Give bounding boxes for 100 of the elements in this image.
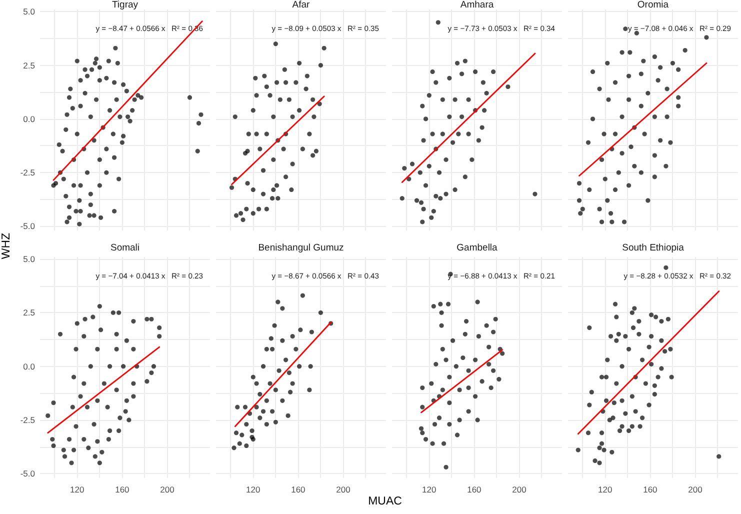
point bbox=[440, 388, 445, 392]
point bbox=[455, 432, 460, 438]
point bbox=[229, 185, 234, 190]
point bbox=[439, 310, 444, 315]
point bbox=[440, 346, 445, 352]
point bbox=[298, 328, 303, 332]
point bbox=[488, 385, 494, 390]
point bbox=[473, 394, 478, 399]
point bbox=[246, 132, 251, 136]
point bbox=[254, 404, 259, 410]
x-tick-label: 160 bbox=[115, 484, 130, 494]
point bbox=[232, 446, 236, 450]
point bbox=[254, 93, 259, 98]
point bbox=[464, 318, 469, 324]
point bbox=[297, 364, 302, 369]
point bbox=[288, 390, 293, 394]
point bbox=[274, 183, 280, 188]
point bbox=[447, 422, 452, 427]
point bbox=[447, 76, 452, 80]
point bbox=[462, 174, 468, 180]
point bbox=[430, 132, 435, 136]
point bbox=[414, 198, 420, 203]
point bbox=[258, 416, 262, 420]
point bbox=[421, 206, 426, 212]
point bbox=[480, 379, 484, 384]
point bbox=[439, 323, 444, 328]
point bbox=[444, 192, 448, 196]
point bbox=[506, 84, 510, 90]
point bbox=[423, 436, 428, 442]
chart-title: Tigray bbox=[112, 0, 138, 10]
point bbox=[286, 413, 290, 418]
point bbox=[281, 146, 286, 152]
point bbox=[290, 381, 295, 386]
point bbox=[312, 114, 316, 120]
point bbox=[264, 206, 269, 212]
point bbox=[420, 385, 425, 390]
chart-title: Gambella bbox=[456, 242, 498, 254]
point bbox=[268, 381, 272, 386]
point bbox=[297, 60, 302, 66]
point bbox=[300, 293, 305, 298]
point bbox=[480, 80, 486, 85]
point bbox=[466, 132, 471, 136]
point bbox=[475, 418, 480, 422]
point bbox=[466, 409, 471, 414]
point bbox=[454, 364, 458, 369]
point bbox=[282, 67, 287, 72]
point bbox=[436, 170, 442, 175]
point bbox=[455, 60, 460, 66]
point bbox=[473, 69, 478, 74]
point bbox=[309, 330, 314, 334]
point bbox=[466, 97, 471, 102]
point bbox=[434, 80, 438, 85]
point bbox=[314, 148, 318, 154]
point bbox=[486, 344, 492, 350]
point bbox=[418, 200, 424, 205]
point bbox=[260, 409, 266, 414]
point bbox=[420, 404, 425, 410]
point bbox=[436, 20, 440, 25]
x-tick-label: 160 bbox=[291, 484, 306, 494]
point bbox=[276, 196, 280, 201]
point bbox=[491, 69, 496, 74]
y-tick-label: -2.5 bbox=[20, 414, 36, 425]
point bbox=[270, 196, 275, 201]
point bbox=[452, 97, 458, 102]
point bbox=[430, 441, 435, 446]
point bbox=[290, 162, 295, 166]
y-tick-label: -5.0 bbox=[20, 221, 36, 232]
x-tick-label: 200 bbox=[688, 484, 703, 494]
point bbox=[466, 385, 471, 390]
y-tick-label: -5.0 bbox=[20, 468, 36, 479]
point bbox=[431, 304, 436, 309]
point bbox=[273, 42, 278, 46]
y-tick-label: 5.0 bbox=[23, 254, 36, 264]
point bbox=[441, 441, 446, 446]
point bbox=[429, 381, 434, 386]
point bbox=[447, 374, 452, 380]
point bbox=[250, 434, 254, 440]
point bbox=[406, 176, 412, 182]
point bbox=[264, 398, 269, 403]
point bbox=[423, 183, 428, 188]
point bbox=[242, 150, 248, 156]
point bbox=[466, 368, 471, 373]
point bbox=[318, 310, 323, 315]
point bbox=[273, 388, 278, 392]
point bbox=[310, 153, 316, 158]
point bbox=[402, 166, 407, 171]
point bbox=[434, 194, 438, 198]
x-tick-label: 160 bbox=[643, 484, 658, 494]
point bbox=[264, 132, 269, 136]
x-tick-label: 200 bbox=[512, 484, 527, 494]
point bbox=[440, 97, 445, 102]
point bbox=[297, 108, 302, 113]
point bbox=[460, 355, 466, 360]
point bbox=[273, 420, 278, 424]
point bbox=[491, 330, 496, 334]
point bbox=[258, 146, 262, 152]
point bbox=[500, 351, 505, 356]
point bbox=[286, 97, 292, 102]
y-tick-label: 0.0 bbox=[23, 361, 36, 372]
point bbox=[240, 217, 246, 222]
